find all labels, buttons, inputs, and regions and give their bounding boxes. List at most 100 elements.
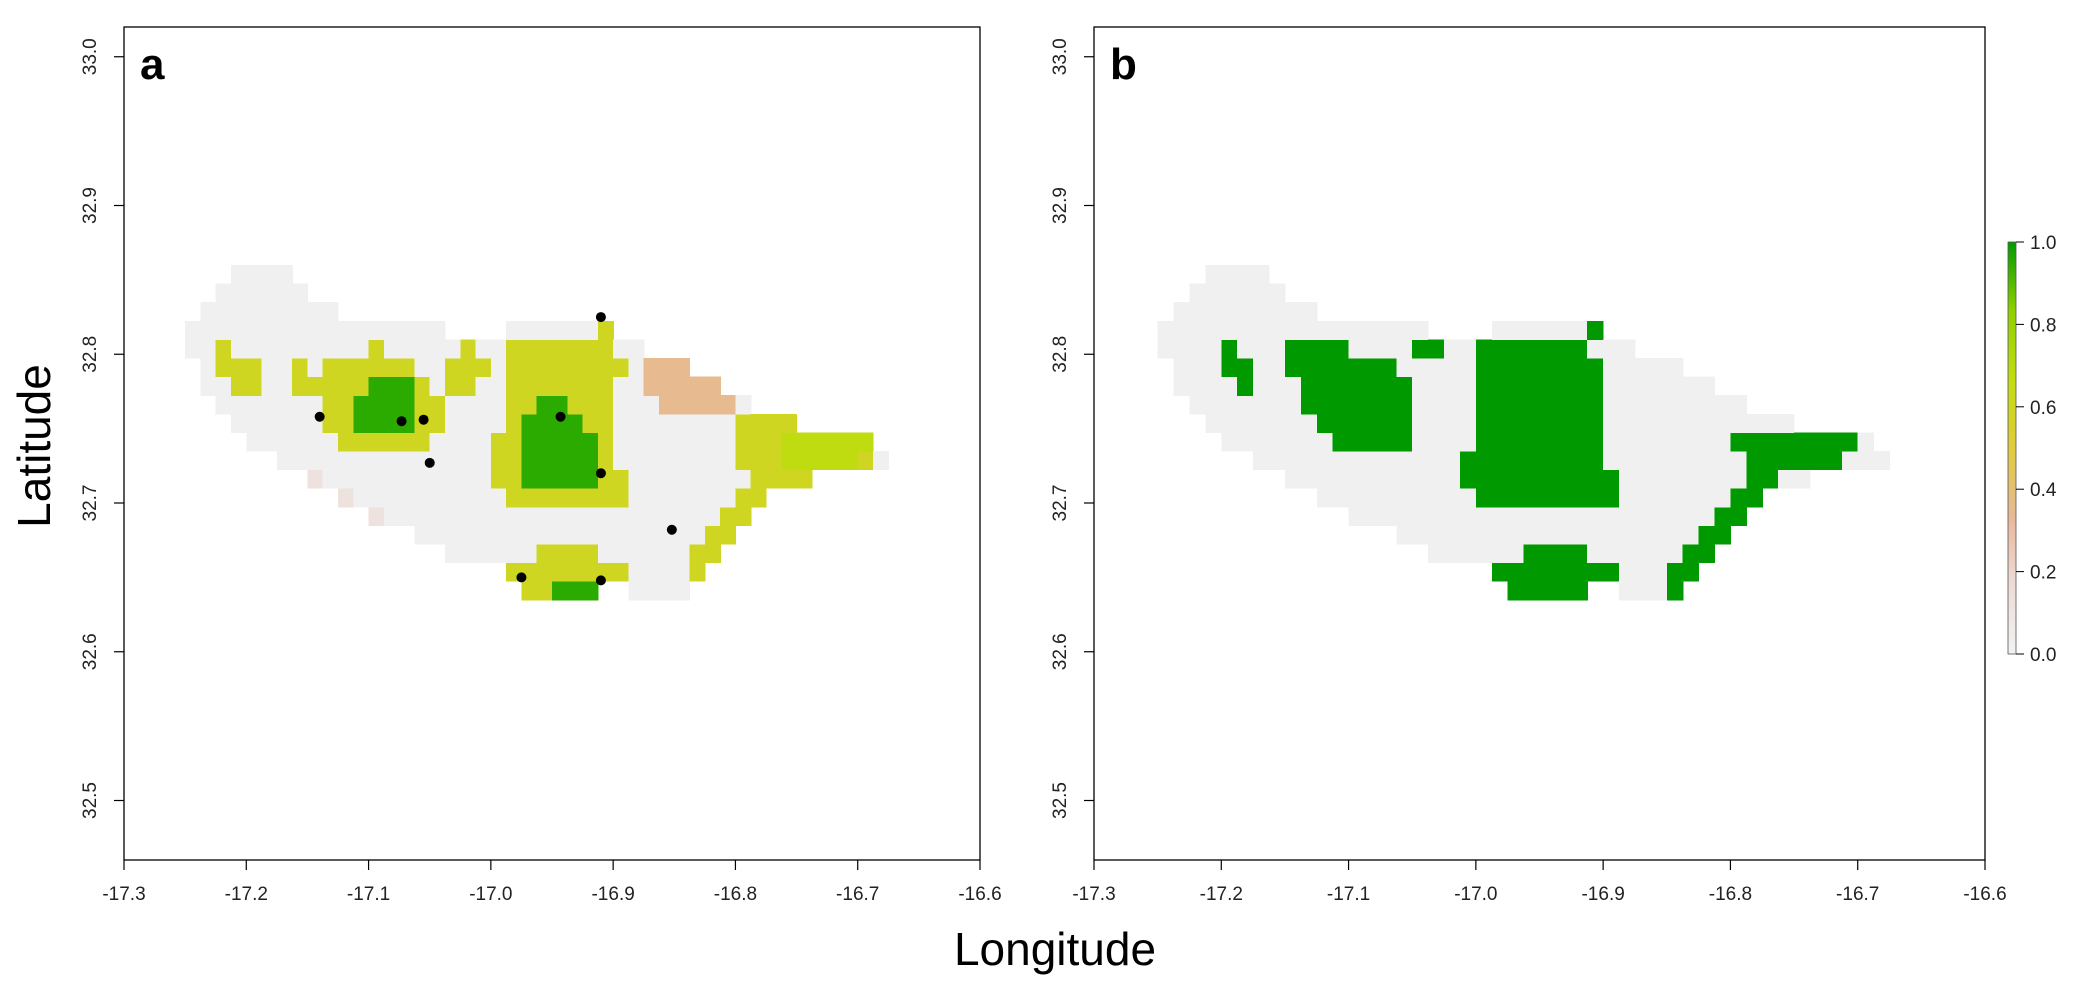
- raster-cell: [353, 376, 370, 396]
- raster-cell: [689, 469, 706, 489]
- raster-cell: [674, 506, 691, 526]
- raster-cell: [750, 469, 767, 489]
- raster-cell: [1269, 395, 1286, 415]
- raster-cell: [567, 395, 584, 415]
- raster-cell: [368, 506, 385, 526]
- raster-cell: [414, 469, 431, 489]
- raster-cell: [1396, 376, 1413, 396]
- raster-cell: [1634, 562, 1652, 582]
- raster-cell: [322, 450, 339, 471]
- raster-cell: [1714, 506, 1732, 526]
- raster-cell: [429, 413, 446, 433]
- raster-cell: [368, 469, 385, 489]
- raster-cell: [1412, 320, 1429, 340]
- raster-cell: [597, 339, 614, 359]
- raster-cell: [552, 357, 568, 378]
- raster-cell: [1380, 339, 1397, 359]
- raster-cell: [1507, 432, 1525, 452]
- x-tick-label: -16.9: [591, 884, 634, 905]
- raster-cell: [552, 469, 568, 489]
- raster-cell: [1619, 525, 1636, 545]
- raster-cell: [613, 506, 630, 526]
- raster-cell: [1428, 376, 1445, 396]
- raster-cell: [261, 432, 278, 452]
- raster-cell: [307, 302, 324, 322]
- raster-cell: [1269, 339, 1286, 359]
- raster-cell: [322, 395, 339, 415]
- raster-cell: [1316, 432, 1334, 452]
- raster-cell: [1491, 432, 1509, 452]
- raster-cell: [1666, 450, 1684, 471]
- raster-cell: [368, 339, 385, 359]
- raster-cell: [1284, 376, 1302, 396]
- raster-cell: [1221, 283, 1238, 303]
- raster-cell: [1205, 265, 1222, 285]
- y-tick-label: 32.8: [1050, 336, 1071, 373]
- raster-cell: [1555, 506, 1572, 526]
- raster-cell: [1380, 413, 1397, 433]
- raster-cell: [1650, 581, 1668, 601]
- raster-cell: [1650, 376, 1668, 396]
- raster-cell: [1428, 506, 1445, 526]
- raster-cell: [1396, 432, 1413, 452]
- raster-cell: [1523, 395, 1541, 415]
- raster-cell: [1237, 395, 1254, 415]
- raster-cell: [292, 302, 309, 322]
- raster-cell: [1221, 376, 1238, 396]
- raster-cell: [613, 413, 630, 433]
- raster-cell: [689, 488, 706, 508]
- raster-cell: [536, 562, 553, 582]
- raster-cell: [1237, 357, 1254, 378]
- x-tick-label: -17.1: [347, 884, 390, 905]
- raster-cell: [1475, 413, 1493, 433]
- raster-cell: [490, 413, 507, 433]
- raster-cell: [276, 432, 293, 452]
- raster-cell: [659, 581, 675, 601]
- raster-cell: [292, 320, 309, 340]
- raster-cell: [643, 469, 660, 489]
- raster-cell: [597, 357, 614, 378]
- raster-cell: [1571, 525, 1588, 545]
- raster-cell: [643, 357, 660, 378]
- raster-cell: [1237, 320, 1254, 340]
- raster-cell: [1380, 450, 1397, 471]
- raster-cell: [322, 320, 339, 340]
- raster-cell: [1380, 469, 1397, 489]
- raster-cell: [368, 432, 385, 452]
- raster-cell: [1539, 506, 1557, 526]
- raster-cell: [1444, 413, 1461, 433]
- raster-cell: [674, 543, 691, 564]
- raster-cell: [215, 320, 232, 340]
- raster-cell: [276, 450, 293, 471]
- raster-cell: [1253, 395, 1270, 415]
- raster-cell: [460, 413, 477, 433]
- raster-cell: [1539, 413, 1557, 433]
- raster-cell: [735, 506, 752, 526]
- raster-cell: [582, 450, 599, 471]
- raster-cell: [1412, 395, 1429, 415]
- raster-cell: [1539, 543, 1557, 564]
- raster-cell: [1555, 562, 1572, 582]
- raster-cell: [1237, 283, 1254, 303]
- occurrence-point: [595, 312, 606, 323]
- raster-cell: [1746, 450, 1763, 471]
- occurrence-point: [595, 468, 606, 479]
- raster-cell: [521, 543, 538, 564]
- raster-cell: [582, 395, 599, 415]
- raster-cell: [659, 562, 675, 582]
- raster-cell: [842, 450, 859, 471]
- raster-cell: [1603, 413, 1620, 433]
- raster-cell: [1269, 302, 1286, 322]
- raster-cell: [582, 562, 599, 582]
- raster-cell: [1539, 376, 1557, 396]
- raster-cell: [1571, 581, 1588, 601]
- raster-cell: [1666, 543, 1684, 564]
- raster-cell: [1396, 450, 1413, 471]
- raster-cell: [1300, 432, 1318, 452]
- raster-cell: [1730, 450, 1747, 471]
- raster-cell: [1316, 320, 1334, 340]
- raster-cell: [1730, 506, 1747, 526]
- raster-cell: [1396, 339, 1413, 359]
- raster-cell: [399, 506, 416, 526]
- y-tick-label: 33.0: [80, 38, 101, 75]
